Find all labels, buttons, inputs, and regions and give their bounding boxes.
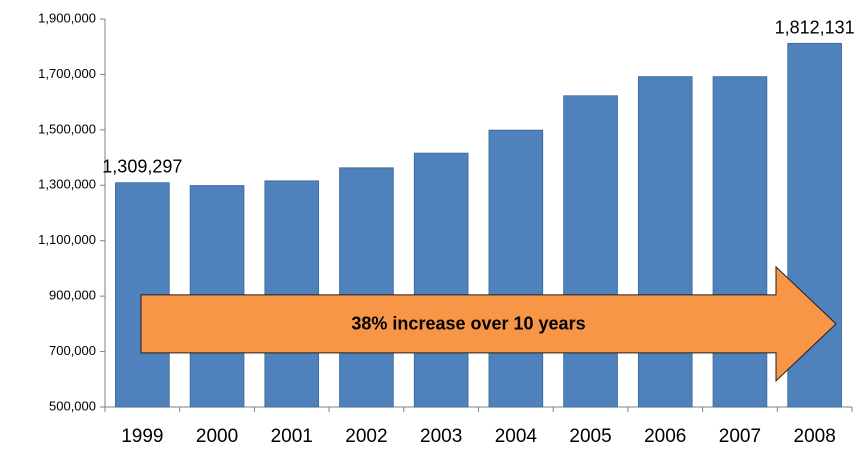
bar-2007 [712, 76, 768, 408]
y-tick-label: 1,500,000 [38, 121, 96, 136]
chart-labels: 1999 2000 2001 2002 2003 2004 2005 2006 2007 2008… [102, 17, 854, 447]
x-tick-label: 2007 [719, 426, 761, 447]
bar-2001 [264, 180, 320, 408]
y-tick-label: 900,000 [49, 288, 96, 303]
x-tick-label: 2006 [644, 426, 686, 447]
x-tick-label: 2004 [495, 426, 538, 447]
y-tick-label: 1,700,000 [38, 66, 96, 81]
data-label-1999: 1,309,297 [102, 157, 182, 177]
increase-arrow: 38% increase over 10 years [140, 265, 837, 383]
y-tick-label: 1,300,000 [38, 177, 96, 192]
y-tick-label: 700,000 [49, 343, 96, 358]
bar-2005 [563, 95, 618, 408]
data-label-2008: 1,812,131 [775, 17, 855, 37]
bar-2006 [637, 76, 693, 408]
bar-2004 [488, 129, 544, 408]
x-tick-label: 2008 [794, 426, 836, 447]
bar-2002 [339, 167, 394, 408]
x-tick-label: 2003 [420, 426, 462, 447]
x-tick-label: 2000 [196, 426, 238, 447]
y-tick-label: 500,000 [49, 398, 96, 413]
bar-2003 [413, 152, 469, 408]
x-tick-label: 2002 [345, 426, 387, 447]
increase-arrow-label: 38% increase over 10 years [351, 314, 585, 334]
x-tick-label: 2001 [271, 426, 313, 447]
y-tick-label: 1,900,000 [38, 10, 96, 25]
chart-axes: 500,000 700,000 900,000 1,100,000 1,300,000 1… [38, 10, 853, 413]
increase-arrow-shape [140, 265, 837, 383]
y-tick-label: 1,100,000 [38, 232, 96, 247]
chart-bars [115, 42, 842, 408]
x-tick-label: 1999 [121, 426, 163, 447]
x-tick-label: 2005 [569, 426, 611, 447]
